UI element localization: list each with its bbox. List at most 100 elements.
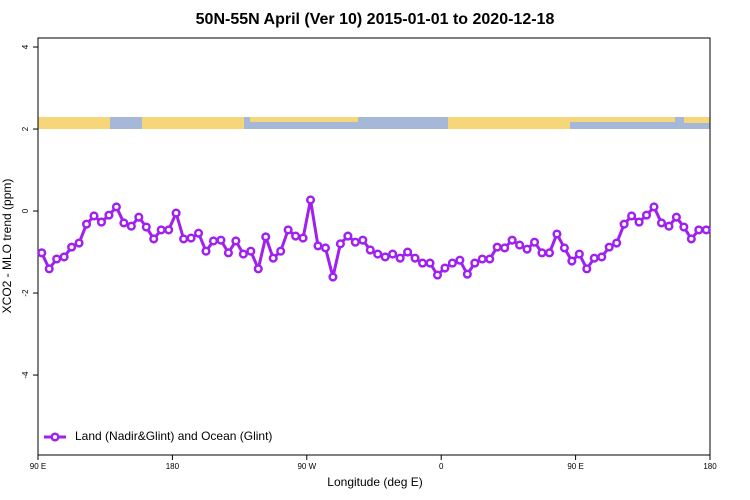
legend-marker — [50, 432, 60, 442]
point — [612, 238, 622, 248]
point — [552, 229, 562, 239]
point — [328, 272, 338, 282]
point — [201, 246, 211, 256]
point — [81, 219, 92, 229]
point — [52, 254, 62, 264]
plot-frame — [37, 37, 711, 456]
point — [395, 253, 405, 263]
point — [67, 242, 77, 252]
point — [462, 269, 472, 279]
point — [313, 241, 323, 251]
point — [679, 222, 689, 232]
y-tick-label: 2 — [21, 126, 30, 131]
point — [686, 234, 696, 244]
point — [619, 219, 629, 229]
point — [440, 263, 450, 273]
point — [447, 258, 457, 268]
point — [365, 245, 375, 255]
point — [261, 232, 271, 242]
point — [350, 237, 360, 247]
point — [96, 217, 107, 227]
point — [298, 233, 308, 243]
point — [186, 233, 196, 243]
point — [208, 236, 219, 246]
point — [597, 252, 607, 262]
point — [141, 222, 151, 232]
point — [216, 235, 226, 245]
x-tick-label: 90 E — [567, 462, 583, 471]
point — [231, 236, 241, 246]
x-axis-label: Longitude (deg E) — [327, 475, 422, 489]
point — [179, 234, 189, 244]
point — [627, 211, 637, 221]
point — [529, 237, 540, 247]
y-tick-label: -2 — [21, 289, 30, 297]
point — [477, 254, 487, 264]
x-tick-label: 0 — [439, 462, 444, 471]
point — [126, 221, 136, 231]
point — [268, 253, 278, 263]
point — [320, 243, 331, 253]
point — [410, 253, 420, 263]
point — [470, 258, 480, 268]
point — [641, 210, 652, 220]
point — [649, 202, 659, 212]
point — [156, 225, 166, 235]
point — [276, 246, 286, 256]
point — [515, 240, 525, 250]
point — [694, 225, 704, 235]
y-axis-label: XCO2 - MLO trend (ppm) — [0, 179, 14, 314]
point — [589, 253, 599, 263]
point — [171, 208, 181, 218]
point — [111, 202, 121, 212]
point — [403, 247, 413, 257]
point — [522, 244, 532, 254]
point — [37, 248, 47, 258]
point — [492, 242, 502, 252]
y-tick-label: -4 — [21, 371, 30, 379]
point — [425, 258, 435, 268]
point — [582, 264, 592, 274]
point — [149, 234, 159, 244]
point — [134, 212, 144, 222]
point — [335, 239, 345, 249]
point — [485, 254, 495, 264]
point — [559, 243, 569, 253]
point — [74, 238, 84, 248]
point — [507, 235, 517, 245]
point — [358, 235, 368, 245]
point — [246, 246, 256, 256]
point — [656, 218, 667, 228]
point — [604, 242, 614, 252]
point — [664, 221, 674, 231]
legend-label: Land (Nadir&Glint) and Ocean (Glint) — [75, 429, 272, 443]
point — [238, 249, 248, 259]
point — [104, 210, 114, 220]
x-tick-label: 90 E — [30, 462, 46, 471]
point — [164, 225, 174, 235]
point — [671, 212, 681, 222]
point — [291, 231, 301, 241]
point — [253, 264, 263, 274]
point — [373, 249, 383, 259]
y-tick-label: 4 — [21, 44, 30, 49]
point — [537, 248, 547, 258]
point — [388, 249, 398, 259]
point — [574, 249, 584, 259]
chart-title: 50N-55N April (Ver 10) 2015-01-01 to 202… — [196, 11, 555, 28]
point — [380, 252, 390, 262]
point — [567, 256, 577, 266]
point — [119, 218, 129, 228]
series-line — [40, 199, 707, 278]
y-tick-label: 0 — [21, 208, 30, 213]
point — [701, 225, 711, 235]
point — [44, 264, 54, 274]
x-tick-label: 180 — [703, 462, 717, 471]
point — [544, 248, 555, 258]
point — [417, 258, 428, 268]
point — [634, 217, 644, 227]
x-tick-label: 180 — [166, 462, 180, 471]
point — [223, 248, 233, 258]
point — [305, 195, 316, 205]
